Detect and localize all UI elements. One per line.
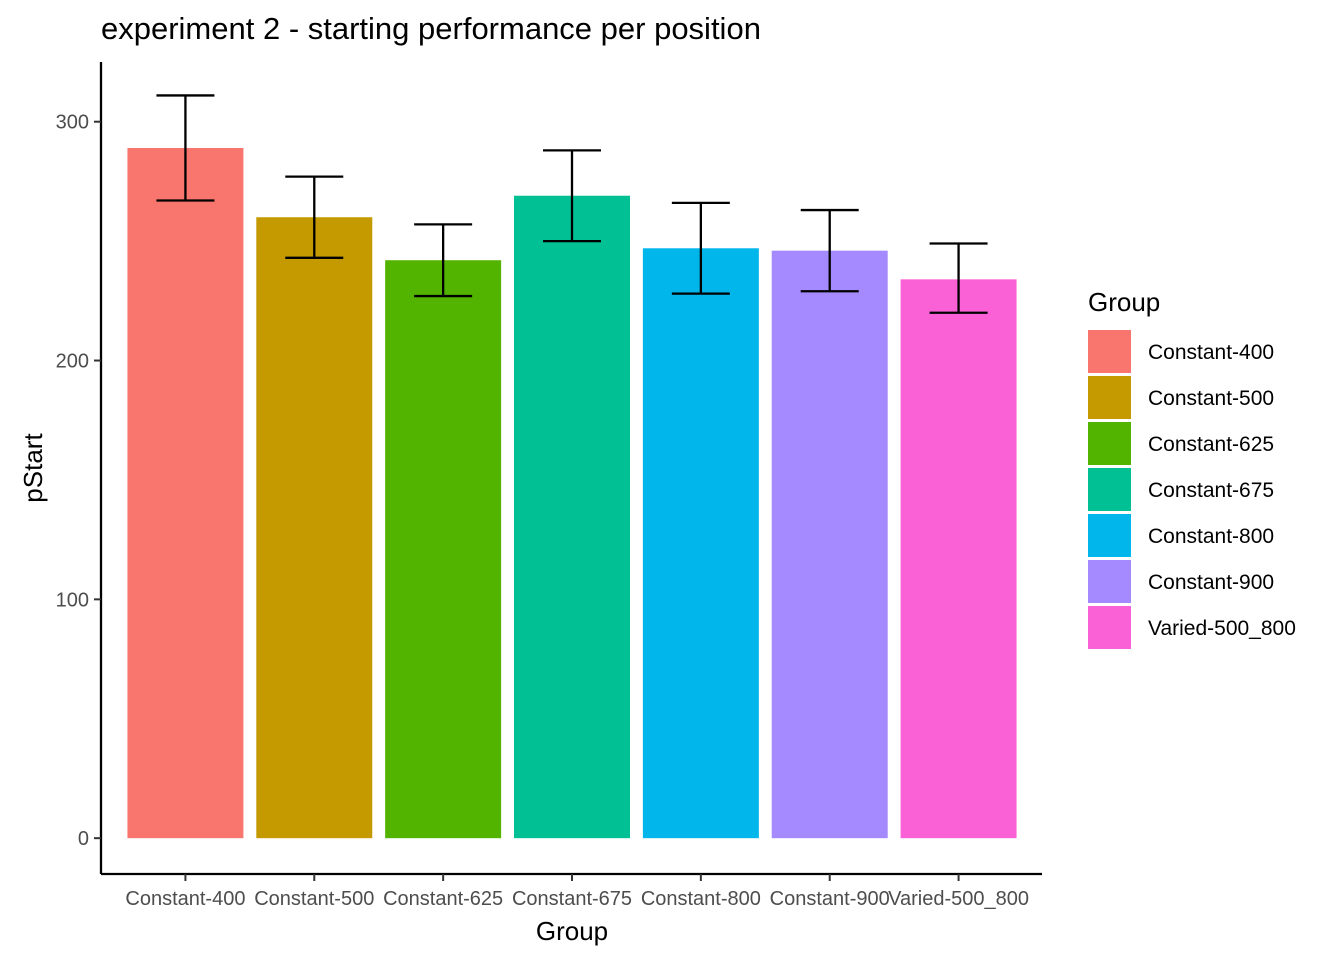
- legend-key: [1088, 330, 1131, 373]
- y-tick-label: 0: [78, 828, 89, 850]
- chart-title: experiment 2 - starting performance per …: [101, 11, 761, 46]
- legend-key: [1088, 468, 1131, 511]
- bar: [385, 260, 502, 839]
- bar: [256, 217, 373, 839]
- bar: [642, 248, 759, 839]
- bar: [127, 147, 244, 839]
- y-axis-title: pStart: [18, 433, 48, 503]
- error-bar: [543, 149, 601, 243]
- error-bar: [156, 94, 215, 202]
- legend-key: [1088, 376, 1131, 419]
- legend-label: Constant-500: [1148, 387, 1274, 410]
- error-bar: [285, 175, 344, 259]
- legend-label: Constant-625: [1148, 433, 1274, 456]
- x-tick-label: Constant-900: [770, 888, 890, 910]
- x-tick-label: Constant-625: [383, 888, 503, 910]
- legend-label: Constant-800: [1148, 525, 1274, 548]
- x-tick-label: Constant-800: [641, 888, 761, 910]
- legend-key: [1088, 560, 1131, 603]
- legend: Constant-400 Constant-500 Constant-625 Cons…: [1088, 330, 1296, 649]
- legend-label: Constant-900: [1148, 571, 1274, 594]
- error-bar: [671, 201, 730, 295]
- legend-label: Constant-400: [1148, 341, 1274, 364]
- plot-area: 0 100 200 300 Constant-400 Constant-500 Consta…: [56, 62, 1042, 910]
- y-tick-label: 300: [56, 112, 89, 134]
- error-bar: [929, 242, 988, 314]
- legend-label: Constant-675: [1148, 479, 1274, 502]
- bar: [771, 250, 888, 839]
- legend-key: [1088, 422, 1131, 465]
- error-bar: [800, 208, 859, 293]
- bar: [900, 279, 1017, 839]
- legend-title: Group: [1088, 287, 1160, 317]
- y-tick-label: 200: [56, 351, 89, 373]
- bar: [514, 195, 630, 839]
- x-tick-label: Varied-500_800: [888, 888, 1029, 910]
- x-axis-title: Group: [536, 916, 608, 946]
- y-tick-label: 100: [56, 589, 89, 611]
- x-tick-label: Constant-400: [125, 888, 245, 910]
- legend-label: Varied-500_800: [1148, 617, 1296, 640]
- x-tick-label: Constant-675: [512, 888, 632, 910]
- legend-key: [1088, 606, 1131, 649]
- x-tick-label: Constant-500: [254, 888, 374, 910]
- error-bar: [414, 223, 473, 298]
- legend-key: [1088, 514, 1131, 557]
